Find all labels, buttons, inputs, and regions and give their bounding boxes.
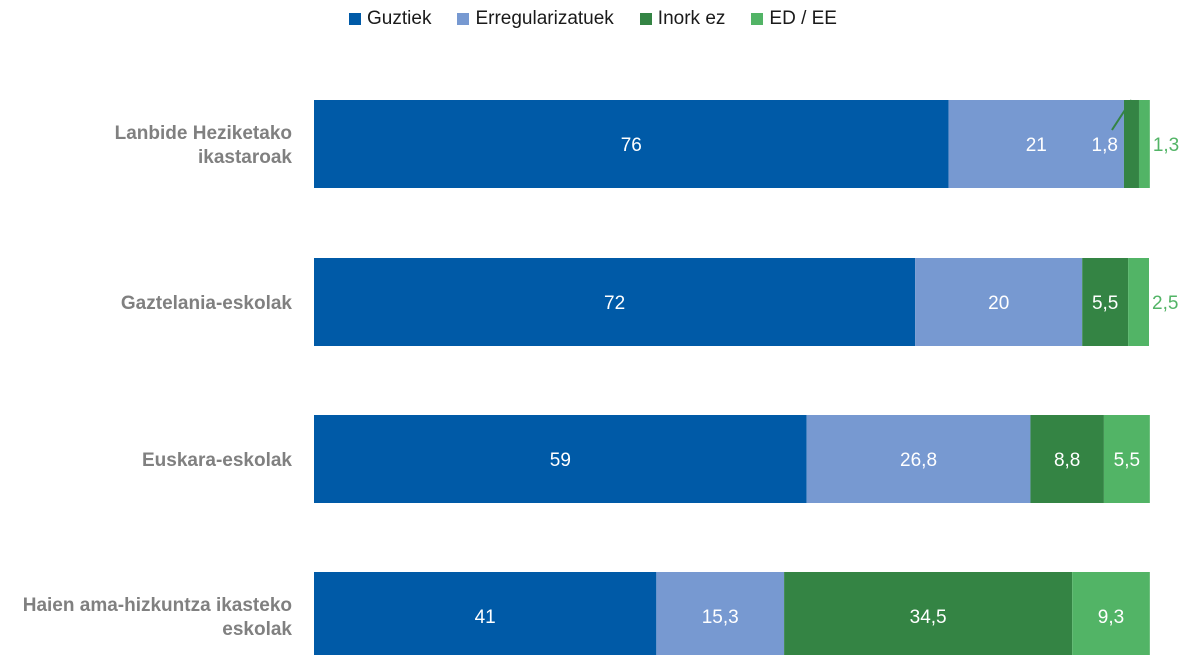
bar-segment-erregularizatuek — [656, 572, 785, 655]
category-label-line: Euskara-eskolak — [142, 450, 292, 471]
data-label: 34,5 — [910, 607, 947, 628]
bar-segment-ed-ee — [1128, 258, 1149, 346]
data-label: 76 — [621, 135, 642, 156]
legend-item: Guztiek — [349, 8, 431, 30]
bar-segment-ed-ee — [1103, 415, 1150, 503]
data-label: 59 — [550, 450, 571, 471]
data-label: 8,8 — [1054, 450, 1080, 471]
data-label: 2,5 — [1152, 293, 1178, 314]
category-label: Lanbide Heziketako ikastaroak — [115, 123, 293, 168]
data-label: 41 — [475, 607, 496, 628]
category-label-line: Haien ama-hizkuntza ikasteko — [23, 595, 292, 616]
data-label: 5,5 — [1114, 450, 1140, 471]
bar-segment-erregularizatuek — [915, 258, 1083, 346]
legend-label: Guztiek — [367, 8, 432, 29]
category-label-line: eskolak — [222, 619, 292, 640]
legend-swatch — [457, 13, 470, 25]
bar-segment-ed-ee — [1138, 100, 1150, 188]
bar-segment-inork-ez — [1082, 258, 1129, 346]
category-label: Euskara-eskolak — [142, 450, 292, 471]
data-label: 72 — [604, 293, 625, 314]
bar-segment-guztiek — [314, 258, 916, 346]
legend-label: ED / EE — [769, 8, 837, 29]
data-label: 1,8 — [1092, 135, 1118, 156]
data-label: 21 — [1026, 135, 1047, 156]
data-label: 26,8 — [900, 450, 937, 471]
data-label: 9,3 — [1098, 607, 1124, 628]
legend-item: Inork ez — [639, 8, 726, 30]
bar-segment-guztiek — [314, 100, 949, 188]
legend-label: Inork ez — [657, 8, 726, 29]
bar-segment-inork-ez — [784, 572, 1073, 655]
data-label: 1,3 — [1153, 135, 1179, 156]
leader-line — [1111, 99, 1133, 131]
category-label: Gaztelania-eskolak — [121, 293, 293, 314]
bar-segment-erregularizatuek — [948, 100, 1124, 188]
bar-segment-inork-ez — [1030, 415, 1104, 503]
legend-label: Erregularizatuek — [475, 8, 614, 29]
bar-segment-erregularizatuek — [806, 415, 1031, 503]
bar-segment-inork-ez — [1123, 100, 1139, 188]
data-label: 20 — [988, 293, 1009, 314]
category-label-line: ikastaroak — [198, 147, 292, 168]
category-label-line: Lanbide Heziketako — [115, 123, 292, 144]
category-label: Haien ama-hizkuntza ikasteko eskolak — [23, 595, 293, 640]
legend-swatch — [349, 13, 362, 25]
legend: Guztiek Erregularizatuek Inork ez ED / EE — [0, 8, 1186, 30]
legend-swatch — [639, 13, 652, 25]
legend-swatch — [751, 13, 764, 25]
bar-segment-ed-ee — [1072, 572, 1150, 655]
category-label-line: Gaztelania-eskolak — [121, 293, 293, 314]
legend-item: ED / EE — [751, 8, 837, 30]
bar-segment-guztiek — [314, 415, 807, 503]
legend-item: Erregularizatuek — [457, 8, 614, 30]
data-label: 5,5 — [1092, 293, 1118, 314]
data-label: 15,3 — [702, 607, 739, 628]
bar-segment-guztiek — [314, 572, 657, 655]
